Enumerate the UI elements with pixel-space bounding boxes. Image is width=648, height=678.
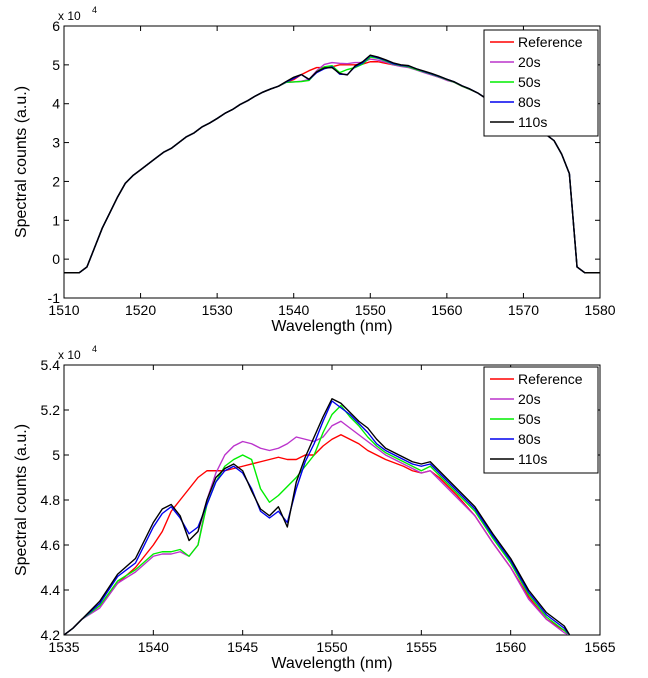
y-tick-label: 6: [52, 18, 60, 34]
legend-label-reference: Reference: [518, 34, 583, 50]
x-tick-label: 1540: [278, 302, 309, 318]
x-tick-label: 1570: [508, 302, 539, 318]
y-tick-label: 3: [52, 135, 60, 151]
legend-label-20s: 20s: [518, 391, 541, 407]
x-tick-label: 1550: [316, 639, 347, 655]
series-line-50s: [64, 404, 571, 635]
x-tick-label: 1520: [125, 302, 156, 318]
y-tick-label: 5.4: [41, 357, 61, 373]
y-tick-label: 0: [52, 251, 60, 267]
x-axis-label: Wavelength (nm): [271, 655, 392, 672]
y-tick-label: 4.2: [41, 627, 61, 643]
legend-label-50s: 50s: [518, 74, 541, 90]
y-tick-label: 4.4: [41, 582, 61, 598]
y-tick-label: 4.8: [41, 492, 61, 508]
x-tick-label: 1565: [584, 639, 615, 655]
series-line-20s: [64, 420, 570, 635]
legend-label-80s: 80s: [518, 94, 541, 110]
legend-box: [483, 29, 599, 137]
x-axis-label: Wavelength (nm): [271, 318, 392, 335]
legend-label-reference: Reference: [518, 371, 583, 387]
y-exponent-power: 4: [92, 5, 97, 15]
x-tick-label: 1560: [495, 639, 526, 655]
x-tick-label: 1560: [431, 302, 462, 318]
axes-frame: [63, 25, 601, 299]
legend-label-80s: 80s: [518, 431, 541, 447]
y-tick-label: -1: [48, 290, 61, 306]
x-tick-label: 1555: [406, 639, 437, 655]
y-tick-label: 2: [52, 173, 60, 189]
legend-label-20s: 20s: [518, 54, 541, 70]
series-line-reference: [64, 434, 571, 635]
x-tick-label: 1545: [227, 639, 258, 655]
series-line-80s: [64, 400, 571, 635]
y-tick-label: 5: [52, 447, 60, 463]
series-lines: [64, 398, 571, 635]
x-tick-label: 1530: [202, 302, 233, 318]
y-tick-label: 4.6: [41, 537, 61, 553]
legend-label-110s: 110s: [518, 451, 547, 467]
legend-box: [483, 366, 599, 474]
y-tick-label: 5.2: [41, 402, 61, 418]
bottom-zoomed-spectrum-chart: 1535 1540 1545 1550 1555 1560 1565 4.2 4.4 4.6 4.8…: [13, 344, 616, 672]
legend-label-50s: 50s: [518, 411, 541, 427]
y-exponent-power: 4: [92, 344, 97, 354]
y-tick-label: 1: [52, 212, 60, 228]
x-tick-label: 1510: [48, 302, 79, 318]
y-tick-label: 4: [52, 96, 60, 112]
x-tick-label: 1550: [355, 302, 386, 318]
series-line-110s: [64, 398, 571, 635]
y-axis-label: Spectral counts (a.u.): [13, 86, 30, 238]
y-tick-label: 5: [52, 57, 60, 73]
y-exponent-label: x 10: [58, 348, 81, 362]
legend: Reference 20s 50s 80s 110s: [483, 366, 599, 474]
top-spectrum-chart: 1510 1520 1530 1540 1550 1560 1570 1580 -1 0 1 2 3 4 5…: [13, 5, 616, 335]
legend: Reference 20s 50s 80s 110s: [483, 29, 599, 137]
y-exponent-label: x 10: [58, 9, 81, 23]
x-tick-label: 1540: [138, 639, 169, 655]
x-tick-label: 1580: [584, 302, 615, 318]
y-axis-label: Spectral counts (a.u.): [13, 424, 30, 576]
legend-label-110s: 110s: [518, 114, 547, 130]
x-tick-label: 1535: [48, 639, 79, 655]
